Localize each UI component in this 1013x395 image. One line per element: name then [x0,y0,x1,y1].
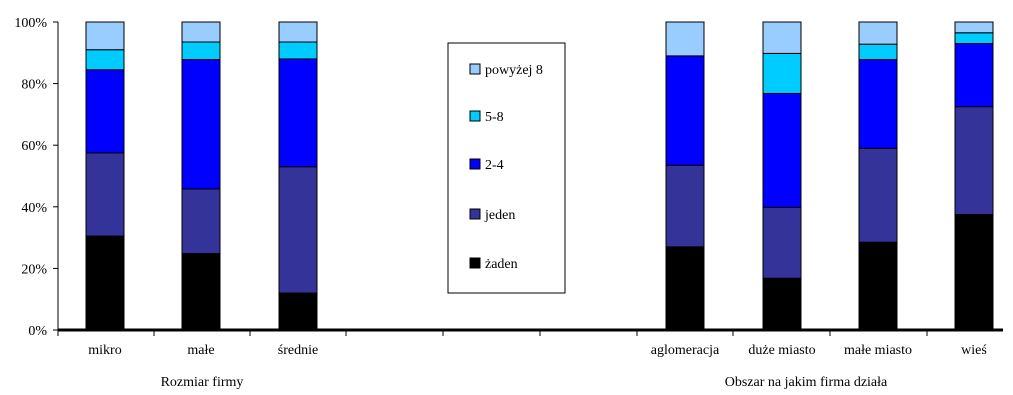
bar-segment [85,235,125,331]
x-tick-label: małe [187,343,214,358]
bar-segment [762,21,802,54]
y-tick-label: 80% [21,78,47,93]
legend-label: jeden [484,208,515,223]
y-tick-label: 60% [21,139,47,154]
legend-swatch [469,63,481,75]
bar-segment [858,241,898,331]
y-tick-label: 100% [14,16,47,31]
x-tick-label: duże miasto [748,343,815,358]
bar-segment [665,21,705,57]
legend-label: powyżej 8 [485,63,543,78]
bar-segment [762,277,802,331]
x-tick-label: mikro [88,343,121,358]
bar-segment [85,152,125,237]
bar-segment [278,58,318,168]
bar-segment [278,21,318,43]
y-tick-label: 20% [21,262,47,277]
legend-box [447,42,566,294]
legend-swatch [469,208,481,220]
bar-segment [858,147,898,243]
bar-segment [665,55,705,166]
bar-segment [278,41,318,60]
bar-segment [954,43,994,108]
bar-segment [181,41,221,61]
bar-segment [762,52,802,94]
y-tick-label: 0% [28,324,47,339]
legend-swatch [469,110,481,122]
bar-segment [665,246,705,331]
bar-segment [181,253,221,331]
bar-segment [85,21,125,51]
x-tick-label: aglomeracja [651,343,720,358]
bar-segment [954,32,994,45]
bar-segment [762,206,802,279]
bar-segment [181,21,221,43]
bar-segment [85,49,125,71]
group-label: Obszar na jakim firma działa [725,375,888,390]
bar-segment [85,69,125,154]
legend-label: 2-4 [485,158,504,173]
bar-segment [954,21,994,34]
bar-segment [858,59,898,149]
legend-swatch [469,257,481,269]
bar-segment [858,21,898,45]
x-tick-label: małe miasto [844,343,912,358]
bar-segment [181,188,221,255]
legend-swatch [469,158,481,170]
x-tick-label: wieś [961,343,987,358]
bar-segment [665,164,705,248]
bar-segment [762,92,802,208]
bar-segment [858,43,898,61]
bar-segment [278,166,318,294]
bar-segment [954,106,994,215]
bar-segment [278,292,318,331]
y-tick-label: 40% [21,201,47,216]
bar-segment [181,59,221,190]
bar-segment [954,214,994,331]
legend-label: 5-8 [485,110,504,125]
legend-label: żaden [485,257,518,272]
x-tick-label: średnie [278,343,318,358]
group-label: Rozmiar firmy [161,375,244,390]
